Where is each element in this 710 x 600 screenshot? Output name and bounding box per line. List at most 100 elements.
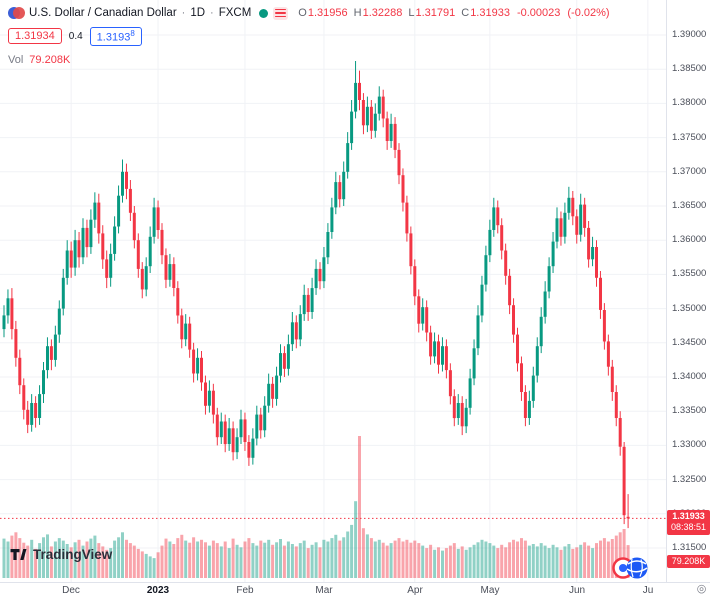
chart-legend: U.S. Dollar / Canadian Dollar · 1D · FXC…	[8, 6, 610, 66]
candle-body	[472, 348, 476, 379]
volume-bar	[156, 552, 160, 578]
volume-bar	[606, 541, 610, 578]
candle-body	[46, 346, 49, 371]
volume-bar	[571, 548, 575, 578]
candle-body	[547, 266, 551, 292]
candle-body	[322, 257, 326, 282]
candle-body	[255, 414, 259, 439]
price-tick-label: 1.38000	[672, 97, 707, 108]
volume-bar	[602, 538, 606, 578]
volume-bar	[417, 543, 421, 578]
volume-bar	[555, 547, 559, 578]
low-value: 1.31791	[415, 7, 456, 19]
candle-body	[397, 149, 401, 176]
volume-bar	[89, 538, 93, 578]
candle-body	[587, 227, 591, 260]
time-axis[interactable]: Dec 2023 Feb Mar Apr May Jun Ju	[0, 582, 710, 600]
candle-body	[85, 227, 89, 248]
volume-bar	[164, 538, 168, 578]
candle-body	[571, 197, 575, 217]
volume-bar	[492, 545, 496, 578]
volume-bar	[622, 529, 626, 578]
volume-bar	[188, 542, 192, 578]
volume-bar	[618, 532, 622, 578]
candle-body	[492, 207, 496, 230]
volume-bar	[196, 541, 200, 578]
quick-menu-icon[interactable]	[273, 6, 289, 20]
volume-bar	[437, 547, 440, 578]
price-tick-label: 1.36500	[672, 200, 707, 211]
volume-bar	[452, 543, 456, 578]
candle-body	[599, 277, 602, 310]
candle-body	[326, 232, 330, 258]
volume-bar	[211, 540, 215, 578]
candle-body	[247, 442, 251, 458]
candle-body	[263, 405, 267, 431]
candle-body	[200, 357, 203, 383]
candle-body	[251, 438, 255, 458]
ask-price-button[interactable]: 1.31938	[89, 27, 142, 46]
price-tick-label: 1.31500	[672, 542, 707, 553]
candle-body	[555, 218, 559, 242]
volume-bar	[543, 545, 547, 578]
candle-body	[626, 516, 630, 519]
symbol-title[interactable]: U.S. Dollar / Canadian Dollar	[29, 7, 177, 19]
price-tick-label: 1.37000	[672, 166, 707, 177]
candle-body	[207, 390, 211, 406]
volume-bar	[310, 544, 314, 578]
volume-bar	[22, 542, 26, 578]
volume-bar	[204, 542, 207, 578]
interval-label[interactable]: 1D	[190, 7, 206, 19]
candle-body	[282, 353, 286, 369]
volume-bar	[551, 544, 555, 578]
candle-body	[279, 353, 282, 376]
high-value: 1.32288	[362, 7, 403, 19]
candle-body	[109, 253, 113, 278]
candle-body	[196, 357, 200, 374]
market-status-dot-icon[interactable]	[259, 8, 269, 18]
volume-bar	[125, 539, 128, 578]
exchange-label[interactable]: FXCM	[218, 7, 252, 19]
volume-bar	[251, 543, 255, 578]
candle-body	[30, 403, 34, 425]
volume-bar	[239, 547, 243, 578]
candle-body	[223, 421, 227, 445]
broker-logo[interactable]	[612, 555, 652, 586]
volume-bar	[350, 524, 354, 578]
ohlc-readout: O1.31956 H1.32288 L1.31791 C1.31933 -0.0…	[298, 7, 610, 19]
volume-bar	[464, 549, 468, 578]
bid-ask-row: 1.31934 0.4 1.31938	[8, 27, 610, 46]
volume-bar	[425, 548, 429, 578]
time-tick-label: Feb	[236, 585, 254, 596]
time-tick-label: Dec	[62, 585, 80, 596]
candle-body	[393, 123, 397, 150]
candle-body	[484, 255, 488, 285]
bid-price-button[interactable]: 1.31934	[8, 28, 62, 45]
volume-bar	[65, 544, 69, 578]
volume-bar	[476, 542, 480, 578]
axis-settings-icon[interactable]: ◎	[696, 583, 707, 595]
volume-bar	[38, 543, 42, 578]
volume-bar	[429, 544, 433, 578]
volume-bar	[614, 535, 618, 578]
candle-body	[539, 316, 543, 347]
volume-bar	[26, 545, 30, 578]
candle-body	[377, 96, 381, 114]
candle-body	[302, 294, 306, 315]
candle-body	[602, 310, 606, 342]
volume-bar	[433, 549, 437, 578]
candle-body	[73, 240, 77, 268]
candle-body	[591, 247, 595, 260]
price-axis[interactable]: 1.39000 1.38500 1.38000 1.37500 1.37000 1.365…	[667, 0, 710, 582]
tradingview-logo[interactable]: TradingView	[10, 546, 112, 563]
candle-body	[117, 195, 121, 227]
candle-body	[389, 123, 393, 141]
volume-bar	[243, 541, 247, 578]
volume-bar	[140, 551, 144, 578]
price-tick-label: 1.34000	[672, 371, 707, 382]
candle-body	[152, 207, 156, 237]
volume-bar	[231, 538, 235, 578]
candle-body	[441, 346, 444, 365]
candle-body	[57, 308, 61, 335]
